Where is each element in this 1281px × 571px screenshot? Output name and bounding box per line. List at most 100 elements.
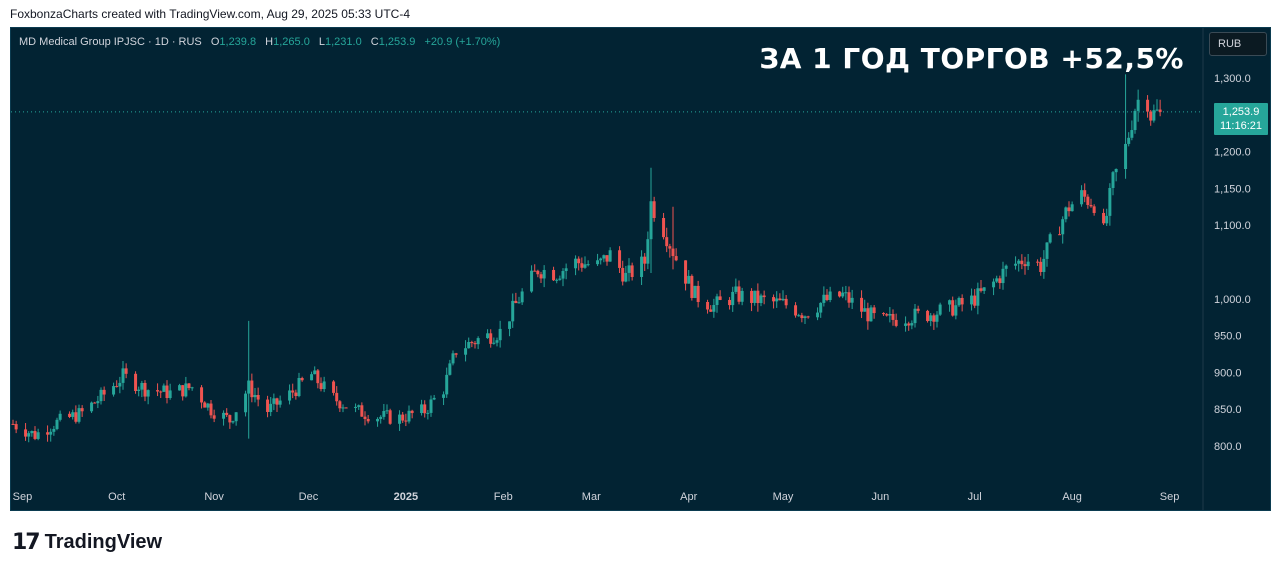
candle-body [1092, 206, 1096, 213]
candle-body [294, 392, 298, 397]
candle-body [728, 299, 732, 306]
candle-body [916, 308, 920, 311]
y-tick-label: 1,200.0 [1214, 147, 1251, 159]
candle-body [269, 403, 273, 412]
candle-body [407, 410, 411, 422]
candle-body [951, 300, 955, 316]
candle-body [1061, 219, 1065, 235]
candle-body [718, 296, 722, 300]
candle-body [841, 292, 845, 297]
candle-body [1080, 190, 1084, 205]
candle-body [731, 291, 735, 306]
candle-body [1045, 242, 1049, 259]
tradingview-logo[interactable]: 17 TradingView [12, 530, 162, 555]
candle-body [49, 431, 53, 435]
candle-body [797, 315, 801, 317]
candle-body [124, 368, 128, 374]
candle-body [935, 314, 939, 322]
candle-body [608, 250, 612, 262]
candle-body [1130, 130, 1134, 138]
last-price-tag: 1,253.9 11:16:21 [1214, 103, 1268, 135]
candle-body [200, 387, 204, 403]
candle-body [863, 308, 867, 312]
candle-body [1158, 109, 1162, 112]
chart-panel[interactable]: 800.0 850.0 900.0 950.0 1,000.0 1,100.0 1,150.… [10, 27, 1271, 511]
candle-body [398, 414, 402, 424]
candle-body [68, 413, 72, 417]
candle-body [52, 428, 56, 432]
candle-body [907, 323, 911, 326]
candle-body [684, 260, 688, 284]
bar-countdown: 11:16:21 [1219, 120, 1262, 132]
candle-body [734, 286, 738, 292]
candle-body [80, 408, 84, 412]
candle-body [973, 295, 977, 306]
candle-body [1114, 169, 1118, 173]
candle-body [574, 258, 578, 269]
attribution-text: FoxbonzaCharts created with TradingView.… [10, 7, 411, 21]
candle-body [536, 270, 540, 275]
candle-body [1152, 110, 1156, 121]
candle-body [602, 255, 606, 259]
candlestick-chart[interactable]: 800.0 850.0 900.0 950.0 1,000.0 1,100.0 1,150.… [11, 28, 1270, 510]
candle-body [71, 412, 75, 417]
candle-body [992, 281, 996, 288]
candle-body [272, 398, 276, 404]
candle-body [866, 308, 870, 322]
candle-body [1004, 265, 1008, 269]
candle-body [693, 285, 697, 298]
headline-annotation: ЗА 1 ГОД ТОРГОВ +52,5% [759, 42, 1184, 75]
y-tick-label: 900.0 [1214, 367, 1242, 379]
x-tick-label: Nov [204, 491, 224, 503]
candle-body [1086, 196, 1090, 205]
candle-body [93, 402, 97, 404]
candle-body [423, 404, 427, 414]
last-price-value: 1,253.9 [1222, 106, 1260, 118]
candle-body [442, 394, 446, 398]
x-tick-label: Dec [299, 491, 319, 503]
candle-body [872, 307, 876, 314]
candle-body [492, 342, 496, 344]
candle-body [33, 431, 37, 439]
candle-body [599, 258, 603, 261]
candle-body [882, 313, 886, 315]
candle-body [1089, 204, 1093, 207]
candle-body [344, 407, 348, 409]
candle-body [382, 411, 386, 417]
candle-body [156, 390, 160, 392]
candle-body [938, 304, 942, 315]
candle-body [552, 269, 556, 281]
candle-body [429, 399, 433, 413]
candle-body [30, 431, 34, 434]
candle-body [420, 404, 424, 414]
candle-body [794, 305, 798, 316]
candle-body [825, 294, 829, 301]
candle-body [432, 397, 436, 400]
candle-body [891, 313, 895, 320]
candle-body [1111, 172, 1115, 188]
candle-body [77, 408, 81, 422]
x-tick-label: 2025 [394, 491, 418, 503]
candle-body [178, 385, 182, 391]
candle-body [759, 295, 763, 304]
candle-body [696, 285, 700, 303]
candle-body [583, 264, 587, 268]
candle-body [643, 256, 647, 264]
open-value: 1,239.8 [219, 36, 257, 48]
candle-body [168, 390, 172, 399]
candle-body [445, 374, 449, 395]
candle-body [234, 412, 238, 422]
candle-body [96, 401, 100, 404]
candle-body [750, 290, 754, 303]
candle-body [819, 302, 823, 313]
candle-body [1102, 212, 1106, 224]
candle-body [143, 382, 147, 397]
candle-body [596, 260, 600, 265]
low-value: 1,231.0 [325, 36, 362, 48]
candle-body [649, 201, 653, 240]
candle-body [885, 314, 889, 316]
candle-body [784, 298, 788, 306]
candle-body [102, 389, 106, 395]
candle-body [1083, 190, 1087, 197]
currency-button[interactable]: RUB [1209, 32, 1267, 56]
